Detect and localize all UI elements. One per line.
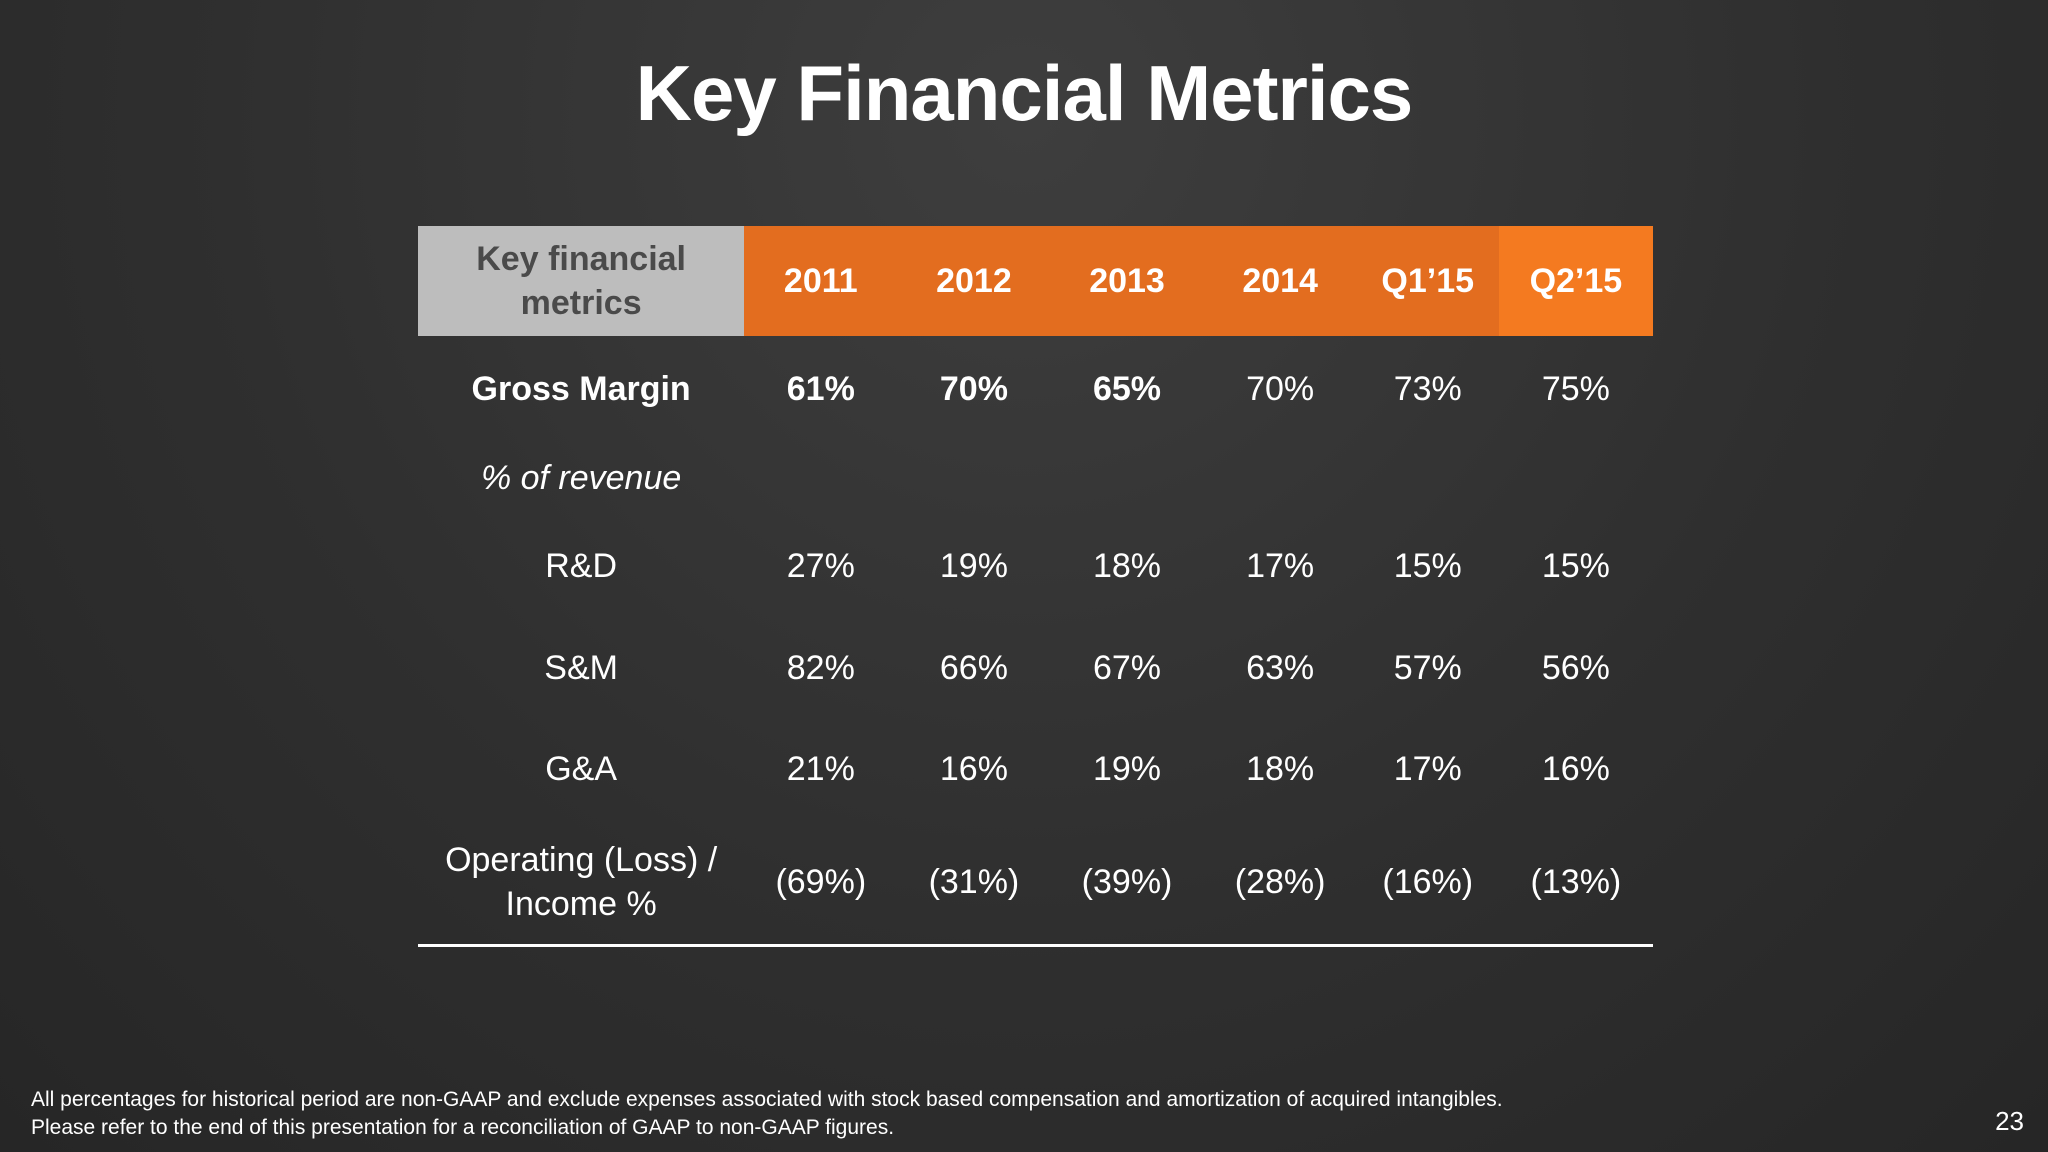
table-cell-empty	[1499, 442, 1653, 514]
table-cell: 15%	[1393, 546, 1462, 585]
metrics-table-container: Key financial metrics 2011 2012 2013 201…	[418, 226, 1653, 947]
table-cell: 61%	[786, 369, 855, 408]
header-period-q2-15: Q2’15	[1498, 226, 1653, 336]
metrics-table: Key financial metrics 2011 2012 2013 201…	[418, 226, 1653, 947]
header-label: Key financial metrics	[476, 240, 686, 322]
table-cell: 66%	[939, 648, 1008, 687]
row-label-ga: G&A	[545, 749, 618, 788]
header-period-2011: 2011	[744, 226, 898, 336]
header-period-2014: 2014	[1203, 226, 1357, 336]
table-cell: 16%	[939, 749, 1008, 788]
header-period-2013: 2013	[1050, 226, 1204, 336]
header-period-2012: 2012	[897, 226, 1051, 336]
footnote: All percentages for historical period ar…	[31, 1086, 1503, 1142]
table-row-pct-of-revenue: % of revenue	[418, 442, 1653, 514]
header-period-q1-15: Q1’15	[1356, 226, 1499, 336]
table-cell-empty	[1204, 442, 1357, 514]
table-cell: 73%	[1393, 369, 1462, 408]
table-row-ga: G&A 21% 16% 19% 18% 17% 16%	[418, 718, 1653, 820]
table-cell: 21%	[786, 749, 855, 788]
table-cell: (28%)	[1234, 863, 1326, 901]
table-cell: 19%	[1092, 749, 1162, 788]
row-label-operating-line2: Income %	[505, 885, 657, 923]
table-cell: 67%	[1092, 648, 1162, 687]
table-cell: 16%	[1541, 749, 1610, 788]
table-cell: 19%	[939, 546, 1008, 585]
footnote-line-2: Please refer to the end of this presenta…	[31, 1116, 895, 1139]
table-cell: 18%	[1246, 749, 1315, 788]
table-cell: (69%)	[775, 863, 867, 901]
table-cell-empty	[1050, 442, 1203, 514]
table-cell: 82%	[786, 648, 855, 687]
table-row-rd: R&D 27% 19% 18% 17% 15% 15%	[418, 514, 1653, 618]
table-cell: (39%)	[1081, 863, 1173, 901]
table-row-gross-margin: Gross Margin 61% 70% 65% 70% 73% 75%	[418, 336, 1653, 442]
slide-title: Key Financial Metrics	[635, 49, 1414, 137]
row-label-operating: Operating (Loss) / Income %	[418, 820, 744, 946]
table-cell: 65%	[1092, 369, 1162, 408]
row-label-rd: R&D	[545, 546, 618, 585]
row-label-operating-line1: Operating (Loss) /	[445, 841, 718, 879]
table-cell: 75%	[1541, 369, 1610, 408]
table-row-sm: S&M 82% 66% 67% 63% 57% 56%	[418, 618, 1653, 718]
table-cell: 57%	[1393, 648, 1462, 687]
row-label-pct-of-revenue: % of revenue	[480, 458, 682, 497]
table-cell: 17%	[1393, 749, 1462, 788]
table-row-operating: Operating (Loss) / Income % (69%) (31%) …	[418, 820, 1653, 946]
row-label-gross-margin: Gross Margin	[471, 369, 691, 408]
table-cell: 17%	[1246, 546, 1315, 585]
table-cell: 18%	[1092, 546, 1162, 585]
table-cell: 70%	[1246, 369, 1315, 408]
table-cell: 15%	[1541, 546, 1610, 585]
table-cell: (13%)	[1530, 863, 1622, 901]
row-label-sm: S&M	[544, 648, 618, 687]
footnote-line-1: All percentages for historical period ar…	[31, 1088, 1503, 1111]
table-header-row: Key financial metrics 2011 2012 2013 201…	[418, 226, 1653, 336]
table-cell-empty	[1357, 442, 1499, 514]
table-cell: 56%	[1541, 648, 1610, 687]
table-cell-empty	[744, 442, 897, 514]
table-cell-empty	[897, 442, 1050, 514]
table-cell: (16%)	[1382, 863, 1474, 901]
page-number: 23	[1995, 1106, 2024, 1136]
table-cell: 27%	[786, 546, 855, 585]
header-label-cell: Key financial metrics	[418, 226, 745, 336]
table-cell: 63%	[1246, 648, 1315, 687]
table-cell: (31%)	[928, 863, 1020, 901]
table-cell: 70%	[939, 369, 1008, 408]
